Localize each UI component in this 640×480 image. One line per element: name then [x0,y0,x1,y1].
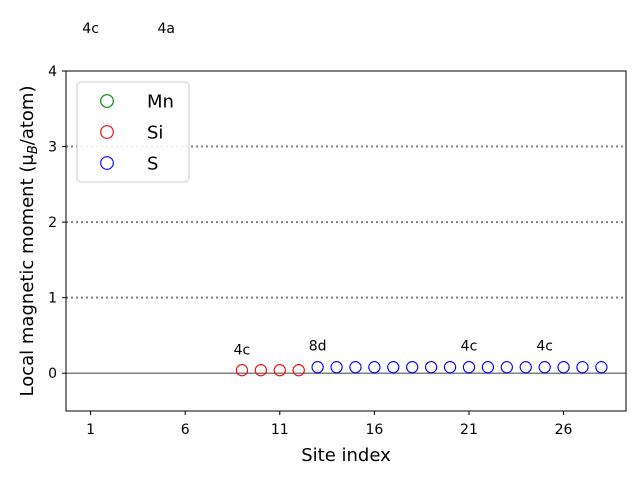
site-annotation: 4c [82,21,99,37]
data-point-s [406,361,419,374]
legend-marker-si [100,125,114,139]
y-tick-label: 0 [48,366,57,382]
legend-label-si: Si [147,123,163,144]
y-axis-title-main: Local magnetic moment (μ [17,154,38,397]
data-point-s [519,361,532,374]
data-point-s [424,361,438,374]
site-annotation: 4c [461,339,478,355]
data-point-s [311,361,324,374]
legend: Mn Si S [76,81,190,183]
legend-label-mn: Mn [147,92,174,113]
data-point-s [368,361,381,374]
y-axis-title-subscript: B [26,145,41,154]
data-point-s [349,361,362,374]
data-point-si [235,364,249,377]
x-tick-label: 16 [365,422,383,438]
y-tick-label: 3 [48,140,57,156]
site-annotations: 4c 4a 4c 8d 4c 4c [82,21,553,358]
data-point-s [595,361,608,374]
y-axis-title-tail: /atom) [17,86,38,146]
legend-marker-mn [100,94,114,108]
data-point-s [462,361,476,374]
data-markers [235,361,608,377]
legend-marker-s [100,156,114,170]
data-point-s [557,361,570,374]
data-point-si [292,364,305,377]
x-tick-label: 11 [271,422,289,438]
y-tick-label: 2 [48,215,57,231]
site-annotation: 8d [309,339,327,355]
x-axis-title: Site index [301,445,391,466]
data-point-si [273,364,286,377]
data-point-s [330,361,343,374]
data-point-s [576,361,589,374]
x-tick-label: 26 [555,422,573,438]
axes-frame [65,70,627,412]
site-annotation: 4a [158,21,176,37]
y-axis-title: Local magnetic moment (μB/atom) [17,86,41,397]
x-tick-label: 21 [460,422,478,438]
grid-lines [66,145,626,374]
site-annotation: 4c [536,339,553,355]
data-point-s [387,361,400,374]
site-annotation: 4c [234,342,251,358]
y-tick-label: 4 [48,64,57,80]
data-point-s [500,361,513,374]
legend-label-s: S [147,154,158,175]
x-tick-label: 1 [86,422,95,438]
y-tick-label: 1 [48,291,57,307]
data-point-s [538,361,551,374]
data-point-s [443,361,457,374]
data-point-s [481,361,495,374]
x-tick-label: 6 [181,422,190,438]
data-point-si [254,364,268,377]
